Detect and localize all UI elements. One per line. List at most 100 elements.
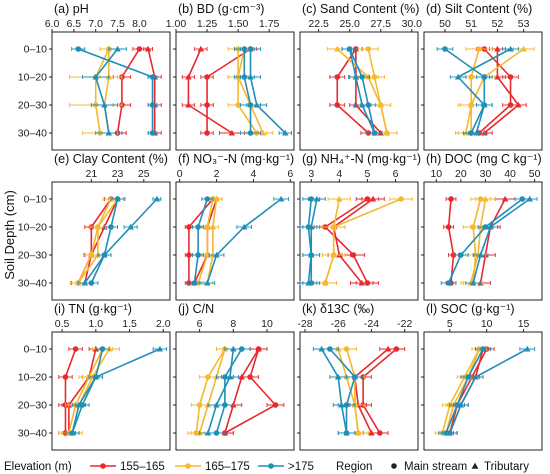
series-line: [90, 198, 119, 284]
y-tick-label: 10–20: [18, 372, 47, 384]
x-tick-label: 1.75: [259, 18, 280, 30]
series-line: [479, 198, 506, 284]
series-line: [465, 48, 525, 134]
series->175-main-stream: [71, 46, 158, 136]
x-tick-label: 8.0: [132, 18, 147, 30]
data-point-circle: [191, 280, 198, 286]
series-line: [348, 48, 376, 134]
series->175-tributary: [82, 45, 127, 136]
series-line: [483, 49, 520, 134]
data-point-triangle: [92, 73, 99, 80]
series->175-tributary: [449, 45, 519, 136]
x-tick-label: 6.5: [67, 18, 82, 30]
series-165–175-main-stream: [462, 196, 491, 286]
y-tick-label: 0–10: [24, 344, 48, 356]
data-point-triangle: [308, 223, 315, 230]
x-tick-label: 4: [251, 168, 257, 180]
series->175-tributary: [199, 195, 289, 286]
data-point-triangle: [369, 195, 377, 202]
legend-item-0: 155–165: [90, 461, 165, 473]
panel-a: (a) pH 6.0 6.5 7.0 7.5 8.0 0–10 10–20 20–30 30–40: [18, 2, 171, 151]
x-tick-label: 1.5: [122, 318, 137, 330]
x-tick-label: 25.0: [339, 18, 360, 30]
panel-h: (h) DOC (mg C kg⁻¹) 10 20 30 40 50: [421, 152, 543, 301]
series-line: [307, 198, 318, 284]
series-165–175-main-stream: [69, 46, 123, 136]
data-point-triangle: [494, 45, 501, 52]
data-point-circle: [204, 102, 210, 108]
data-point-circle: [448, 196, 454, 202]
series-165–175-tributary: [313, 195, 352, 286]
x-tick-label: 27.5: [371, 18, 392, 30]
x-tick-label: 5: [447, 318, 453, 330]
series-line: [64, 348, 77, 433]
data-point-triangle: [318, 345, 325, 352]
series-155–165-tributary: [181, 45, 245, 136]
series->175-tributary: [65, 345, 168, 436]
series-line: [449, 348, 528, 434]
data-point-triangle: [526, 195, 533, 202]
legend-item-1: 165–175: [175, 461, 250, 473]
series-line: [447, 198, 523, 284]
series-155–165-main-stream: [354, 346, 406, 436]
data-point-triangle: [469, 279, 477, 286]
panel-frame: [175, 331, 295, 451]
series-line: [441, 348, 481, 434]
x-tick-label: -28: [297, 318, 312, 330]
series-line: [447, 198, 455, 284]
data-point-triangle: [69, 429, 76, 436]
legend-elevation-title: Elevation (m): [4, 461, 72, 473]
series-line: [187, 48, 233, 134]
data-point-triangle: [501, 195, 509, 202]
data-point-triangle: [346, 45, 353, 52]
panel-title: (c) Sand Content (%): [302, 2, 419, 16]
x-tick-label: 2.0: [156, 318, 171, 330]
panel-j: (j) C/N 6 8 10: [173, 302, 295, 451]
data-point-triangle: [204, 279, 211, 286]
data-point-triangle: [308, 251, 315, 258]
series->175-main-stream: [188, 196, 214, 286]
series-line: [77, 198, 112, 284]
data-point-circle: [204, 74, 210, 80]
data-point-triangle: [213, 401, 220, 408]
series-line: [348, 48, 376, 134]
series-line: [469, 198, 487, 284]
data-point-triangle: [524, 345, 531, 352]
data-point-triangle: [238, 373, 245, 380]
panel-e: (e) Clay Content (%) 21 23 25 0–10 10–20 20–30…: [18, 152, 171, 301]
series->175-tributary: [77, 195, 162, 286]
data-point-circle: [99, 346, 106, 352]
series->175-tributary: [299, 195, 326, 286]
data-point-triangle: [226, 373, 234, 380]
data-point-circle: [481, 74, 488, 80]
y-tick-label: 10–20: [18, 222, 47, 234]
series-line: [193, 198, 209, 284]
data-point-circle: [398, 196, 404, 202]
data-point-triangle: [371, 129, 378, 136]
x-tick-label: 6: [393, 168, 399, 180]
data-point-triangle: [383, 129, 391, 136]
data-point-triangle: [507, 45, 514, 52]
data-point-circle: [186, 252, 192, 258]
series->175-tributary: [199, 345, 243, 436]
panel-title: (i) TN (g·kg⁻¹): [54, 302, 132, 316]
legend-label: >175: [288, 461, 314, 473]
data-point-triangle: [473, 129, 480, 136]
series-line: [320, 348, 348, 434]
data-point-triangle: [482, 195, 489, 202]
data-point-circle: [272, 402, 279, 408]
data-point-triangle: [282, 129, 289, 136]
legend-swatch-point: [268, 463, 274, 469]
data-point-triangle: [105, 129, 113, 136]
panel-title: (d) Silt Content (%): [426, 2, 532, 16]
panel-frame: [51, 31, 171, 151]
panel-title: (b) BD (g·cm⁻³): [178, 2, 264, 16]
series->175-tributary: [441, 345, 536, 436]
data-point-triangle: [454, 73, 462, 80]
data-point-triangle: [185, 73, 192, 80]
y-tick-label: 0–10: [24, 194, 48, 206]
series-line: [332, 198, 374, 284]
x-tick-label: 10: [481, 318, 493, 330]
data-point-triangle: [472, 373, 479, 380]
panel-title: (k) δ13C (‰): [302, 302, 374, 316]
